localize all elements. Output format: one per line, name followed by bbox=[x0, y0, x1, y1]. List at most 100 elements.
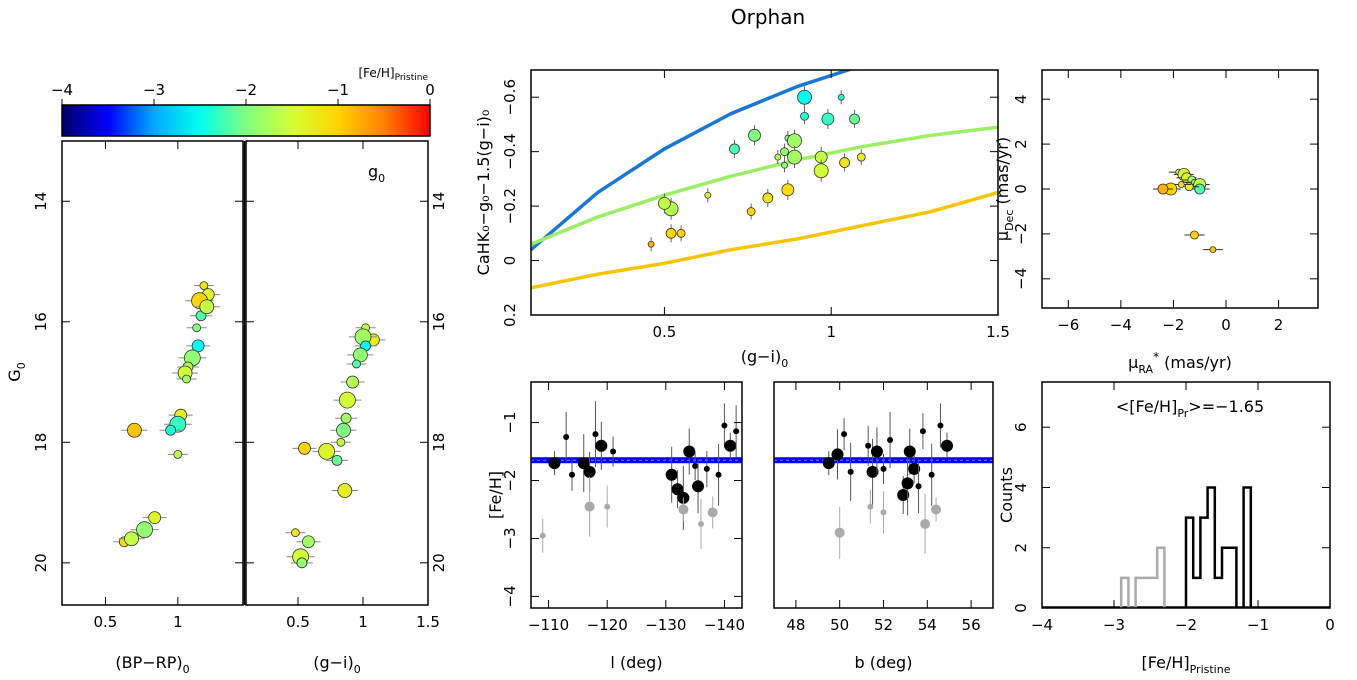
data-point bbox=[831, 448, 844, 461]
y-tick-label: 16 bbox=[430, 312, 448, 331]
data-point bbox=[595, 439, 608, 452]
data-point bbox=[837, 93, 845, 101]
data-point bbox=[908, 462, 921, 475]
data-point bbox=[192, 323, 202, 333]
data-point bbox=[781, 161, 788, 169]
x-tick-label: 52 bbox=[874, 616, 893, 634]
plot-area bbox=[531, 70, 998, 290]
data-point bbox=[865, 442, 872, 449]
data-point bbox=[762, 192, 774, 204]
panel-feh_b: 48 50 52 54 56 b (deg) bbox=[773, 381, 994, 672]
data-point bbox=[721, 422, 728, 429]
data-point bbox=[199, 299, 215, 315]
data-point bbox=[1190, 230, 1199, 240]
colorbar-tick-label: −3 bbox=[143, 81, 165, 99]
data-point bbox=[1209, 246, 1217, 254]
data-point bbox=[352, 347, 368, 363]
plot-area bbox=[285, 323, 386, 569]
x-tick-label: 0.5 bbox=[652, 323, 676, 341]
panel-annotation: g0 bbox=[368, 162, 385, 185]
data-point bbox=[919, 428, 926, 435]
x-axis-label: μRA* (mas/yr) bbox=[1128, 350, 1232, 376]
x-tick-label: 0.5 bbox=[286, 613, 310, 631]
data-point bbox=[867, 503, 874, 510]
plot-area bbox=[1152, 168, 1223, 254]
data-point bbox=[298, 441, 311, 455]
data-point bbox=[683, 445, 696, 458]
data-point bbox=[352, 359, 361, 369]
panel-frame bbox=[530, 381, 743, 609]
data-point bbox=[126, 422, 142, 438]
data-point bbox=[839, 157, 850, 168]
data-point bbox=[563, 434, 570, 441]
x-tick-label: 0.5 bbox=[94, 613, 118, 631]
data-point bbox=[704, 191, 712, 199]
x-tick-label: −130 bbox=[645, 616, 686, 634]
data-point bbox=[318, 442, 336, 460]
colorbar-tick-label: 0 bbox=[425, 81, 435, 99]
data-point bbox=[715, 471, 722, 478]
x-tick-label: −140 bbox=[704, 616, 745, 634]
model-curve bbox=[531, 190, 998, 290]
data-point bbox=[199, 281, 209, 291]
model-curve bbox=[531, 70, 854, 252]
data-point bbox=[928, 471, 935, 478]
data-point bbox=[665, 227, 677, 239]
x-tick-label: −4 bbox=[1031, 616, 1053, 634]
data-point bbox=[887, 436, 894, 443]
data-point bbox=[173, 449, 183, 459]
colorbar-tick-label: −1 bbox=[327, 81, 349, 99]
data-point bbox=[847, 468, 854, 475]
panel-frame bbox=[1041, 381, 1331, 609]
data-point bbox=[331, 454, 343, 466]
data-point bbox=[671, 483, 684, 496]
data-point bbox=[903, 445, 916, 458]
plot-area bbox=[113, 281, 221, 548]
x-tick-label: 56 bbox=[962, 616, 981, 634]
panel-frame bbox=[530, 69, 999, 316]
data-point bbox=[880, 509, 887, 516]
data-point bbox=[703, 465, 710, 472]
data-point bbox=[931, 504, 942, 515]
data-point bbox=[834, 527, 845, 538]
x-tick-label: 0 bbox=[1325, 616, 1335, 634]
y-tick-label: 18 bbox=[32, 433, 50, 452]
y-tick-label: 14 bbox=[430, 192, 448, 211]
data-point bbox=[647, 240, 655, 248]
data-point bbox=[1177, 181, 1185, 188]
y-tick-label: 4 bbox=[1012, 483, 1030, 493]
data-point bbox=[729, 143, 740, 155]
data-point bbox=[774, 153, 782, 161]
x-tick-label: 1 bbox=[173, 613, 183, 631]
histogram-gray bbox=[1119, 546, 1166, 608]
colorbar: −4 −3 −2 −1 0[Fe/H]Pristine bbox=[51, 66, 435, 137]
data-point bbox=[800, 111, 809, 121]
y-tick-label: −3 bbox=[501, 527, 519, 549]
x-tick-label: −2 bbox=[1175, 616, 1197, 634]
colorbar-bar bbox=[61, 104, 431, 137]
y-tick-label: −4 bbox=[501, 585, 519, 607]
data-point bbox=[746, 207, 756, 216]
y-tick-label: −0.4 bbox=[501, 133, 519, 169]
y-tick-label: 0 bbox=[1012, 603, 1030, 613]
data-point bbox=[692, 463, 699, 470]
data-point bbox=[296, 557, 308, 569]
colorbar-label: [Fe/H]Pristine bbox=[359, 66, 429, 83]
y-tick-label: 2 bbox=[1012, 139, 1030, 149]
data-point bbox=[583, 465, 596, 478]
histogram-black bbox=[1184, 486, 1253, 608]
x-tick-label: 1.5 bbox=[986, 323, 1010, 341]
x-axis-label: (g−i)0 bbox=[313, 653, 361, 676]
y-tick-label: 2 bbox=[1012, 543, 1030, 553]
panel-frame bbox=[61, 140, 244, 606]
data-point bbox=[124, 531, 139, 547]
data-point bbox=[548, 457, 561, 470]
plot-area bbox=[531, 401, 742, 553]
x-axis-label: b (deg) bbox=[855, 653, 913, 672]
data-point bbox=[821, 112, 835, 126]
data-point bbox=[1184, 182, 1194, 192]
y-tick-label: 0.2 bbox=[501, 303, 519, 327]
panel-frame bbox=[245, 140, 429, 606]
x-tick-label: −120 bbox=[587, 616, 628, 634]
x-tick-label: 48 bbox=[786, 616, 805, 634]
